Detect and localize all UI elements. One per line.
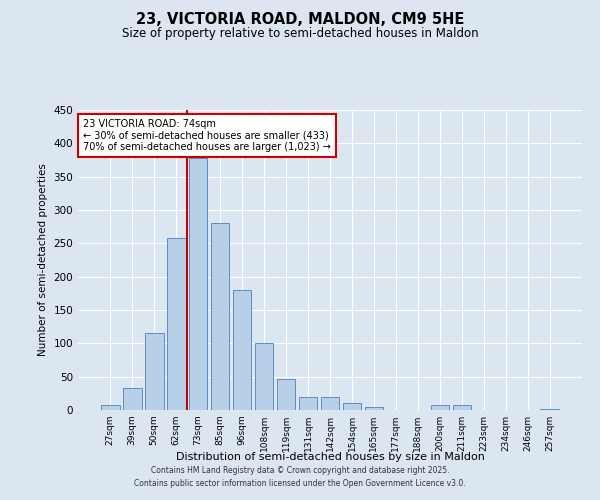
Bar (320, 396, 340, 410)
Bar (145, 334, 164, 410)
Bar (189, 158, 208, 410)
Bar (167, 238, 185, 410)
Bar (343, 402, 361, 410)
Text: 23, VICTORIA ROAD, MALDON, CM9 5HE: 23, VICTORIA ROAD, MALDON, CM9 5HE (136, 12, 464, 28)
Bar (431, 406, 449, 410)
Bar (255, 344, 274, 410)
Y-axis label: Number of semi-detached properties: Number of semi-detached properties (38, 164, 48, 356)
Text: 23 VICTORIA ROAD: 74sqm
← 30% of semi-detached houses are smaller (433)
70% of s: 23 VICTORIA ROAD: 74sqm ← 30% of semi-de… (83, 119, 331, 152)
Text: Distribution of semi-detached houses by size in Maldon: Distribution of semi-detached houses by … (176, 452, 484, 462)
Text: Size of property relative to semi-detached houses in Maldon: Size of property relative to semi-detach… (122, 28, 478, 40)
Bar (365, 406, 383, 410)
Bar (211, 224, 229, 410)
Bar (233, 290, 251, 410)
Text: Contains HM Land Registry data © Crown copyright and database right 2025.
Contai: Contains HM Land Registry data © Crown c… (134, 466, 466, 487)
Bar (299, 396, 317, 410)
Bar (541, 408, 559, 410)
Bar (452, 406, 471, 410)
Bar (277, 378, 295, 410)
Bar (101, 406, 119, 410)
Bar (123, 388, 142, 410)
